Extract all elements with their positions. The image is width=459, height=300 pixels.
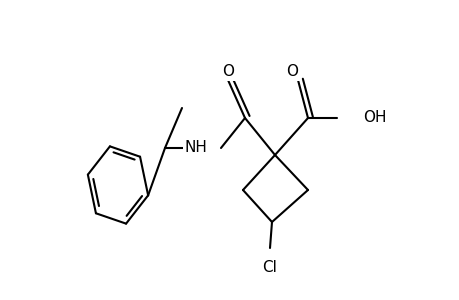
Text: Cl: Cl [262,260,277,275]
Text: O: O [285,64,297,80]
Text: O: O [222,64,234,80]
Text: OH: OH [362,110,386,125]
Text: NH: NH [184,140,207,155]
